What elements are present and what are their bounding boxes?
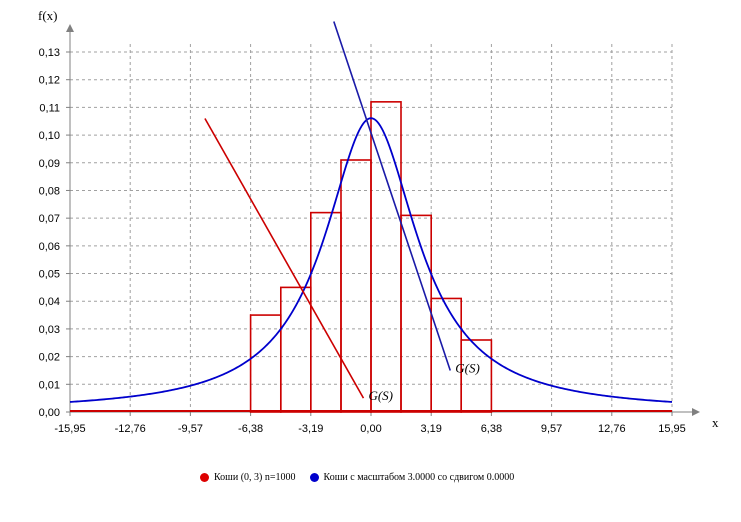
histogram-bar [430, 297, 463, 413]
chart-canvas: 0,00 0,01 0,02 0,03 0,04 0,05 0,06 0,07 0,08 0,09… [38, 8, 719, 435]
y-tick-label: 0,03 [39, 324, 60, 336]
legend-dot-blue-icon [309, 473, 319, 482]
legend-item-density: Коши с масштабом 3.0000 со сдвигом 0.000… [309, 472, 515, 483]
x-tick-label: -9,57 [178, 423, 203, 435]
x-axis-title: x [712, 415, 719, 430]
gs-label-2: G(S) [455, 360, 480, 375]
y-tick-label: 0,07 [39, 213, 60, 225]
y-tick-label: 0,06 [39, 241, 60, 253]
x-tick-label: -15,95 [54, 423, 85, 435]
x-tick-label: 0,00 [360, 423, 381, 435]
x-tick-label: 6,38 [481, 423, 502, 435]
histogram-bar [400, 214, 433, 413]
y-tick-label: 0,10 [39, 130, 60, 142]
x-tick-label: 3,19 [420, 423, 441, 435]
legend-label-histogram: Коши (0, 3) n=1000 [214, 472, 296, 483]
x-tick-label: 12,76 [598, 423, 626, 435]
x-tick-label: 9,57 [541, 423, 562, 435]
legend: Коши (0, 3) n=1000 Коши с масштабом 3.00… [200, 472, 528, 483]
y-tick-label: 0,12 [39, 75, 60, 87]
x-tick-label: -3,19 [298, 423, 323, 435]
legend-dot-red-icon [200, 473, 209, 482]
y-tick-label: 0,02 [39, 352, 60, 364]
x-tick-label: 15,95 [658, 423, 686, 435]
y-tick-label: 0,00 [39, 407, 60, 419]
y-tick-label: 0,04 [39, 296, 60, 308]
legend-label-density: Коши с масштабом 3.0000 со сдвигом 0.000… [323, 472, 515, 483]
x-axis-arrow-icon [692, 408, 700, 416]
gs-line-2 [333, 21, 452, 371]
histogram-bar [249, 314, 282, 413]
y-tick-label: 0,08 [39, 185, 60, 197]
y-tick-label: 0,13 [39, 47, 60, 59]
histogram-bar [340, 159, 372, 413]
legend-item-histogram: Коши (0, 3) n=1000 [200, 472, 296, 483]
histogram-bar [460, 339, 493, 413]
y-axis-title: f(x) [38, 8, 58, 23]
y-tick-label: 0,01 [39, 379, 60, 391]
gs-label-1: G(S) [368, 388, 393, 403]
y-tick-label: 0,09 [39, 158, 60, 170]
y-axis-arrow-icon [66, 24, 74, 32]
y-tick-label: 0,11 [39, 102, 60, 114]
gs-line-1 [204, 118, 365, 399]
x-tick-label: -6,38 [238, 423, 263, 435]
density-curve [69, 117, 673, 403]
x-tick-label: -12,76 [115, 423, 146, 435]
y-tick-label: 0,05 [39, 269, 60, 281]
